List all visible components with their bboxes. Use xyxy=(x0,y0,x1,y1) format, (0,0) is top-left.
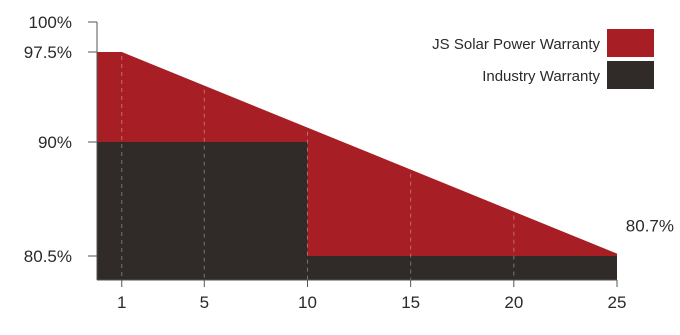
series-area-1 xyxy=(97,142,617,280)
x-tick-label-10: 10 xyxy=(298,293,317,312)
x-tick-label-1: 1 xyxy=(117,293,126,312)
y-tick-label-90: 90% xyxy=(38,133,72,152)
x-tick-label-5: 5 xyxy=(200,293,209,312)
legend-label-industry: Industry Warranty xyxy=(482,68,600,85)
chart-legend: JS Solar Power Warranty Industry Warrant… xyxy=(432,29,654,89)
legend-item-js-solar: JS Solar Power Warranty xyxy=(432,29,654,57)
x-ticks: 1 5 10 15 20 25 xyxy=(117,280,626,312)
x-tick-label-25: 25 xyxy=(608,293,627,312)
annotation-label-0: 80.7% xyxy=(626,217,674,236)
x-tick-label-15: 15 xyxy=(401,293,420,312)
y-ticks: 100% 97.5% 90% 80.5% xyxy=(24,13,97,266)
y-tick-label-100: 100% xyxy=(29,13,72,32)
x-tick-label-20: 20 xyxy=(504,293,523,312)
chart-gridlines xyxy=(121,56,515,280)
legend-swatch-industry xyxy=(607,61,654,89)
legend-label-js-solar: JS Solar Power Warranty xyxy=(432,36,600,53)
legend-swatch-js-solar xyxy=(607,29,654,57)
chart-axes xyxy=(96,22,617,281)
legend-item-industry: Industry Warranty xyxy=(482,61,654,89)
y-tick-label-80.5: 80.5% xyxy=(24,247,72,266)
chart-areas xyxy=(97,52,617,280)
chart-annotations: 80.7% xyxy=(626,217,674,236)
y-tick-label-97.5: 97.5% xyxy=(24,43,72,62)
